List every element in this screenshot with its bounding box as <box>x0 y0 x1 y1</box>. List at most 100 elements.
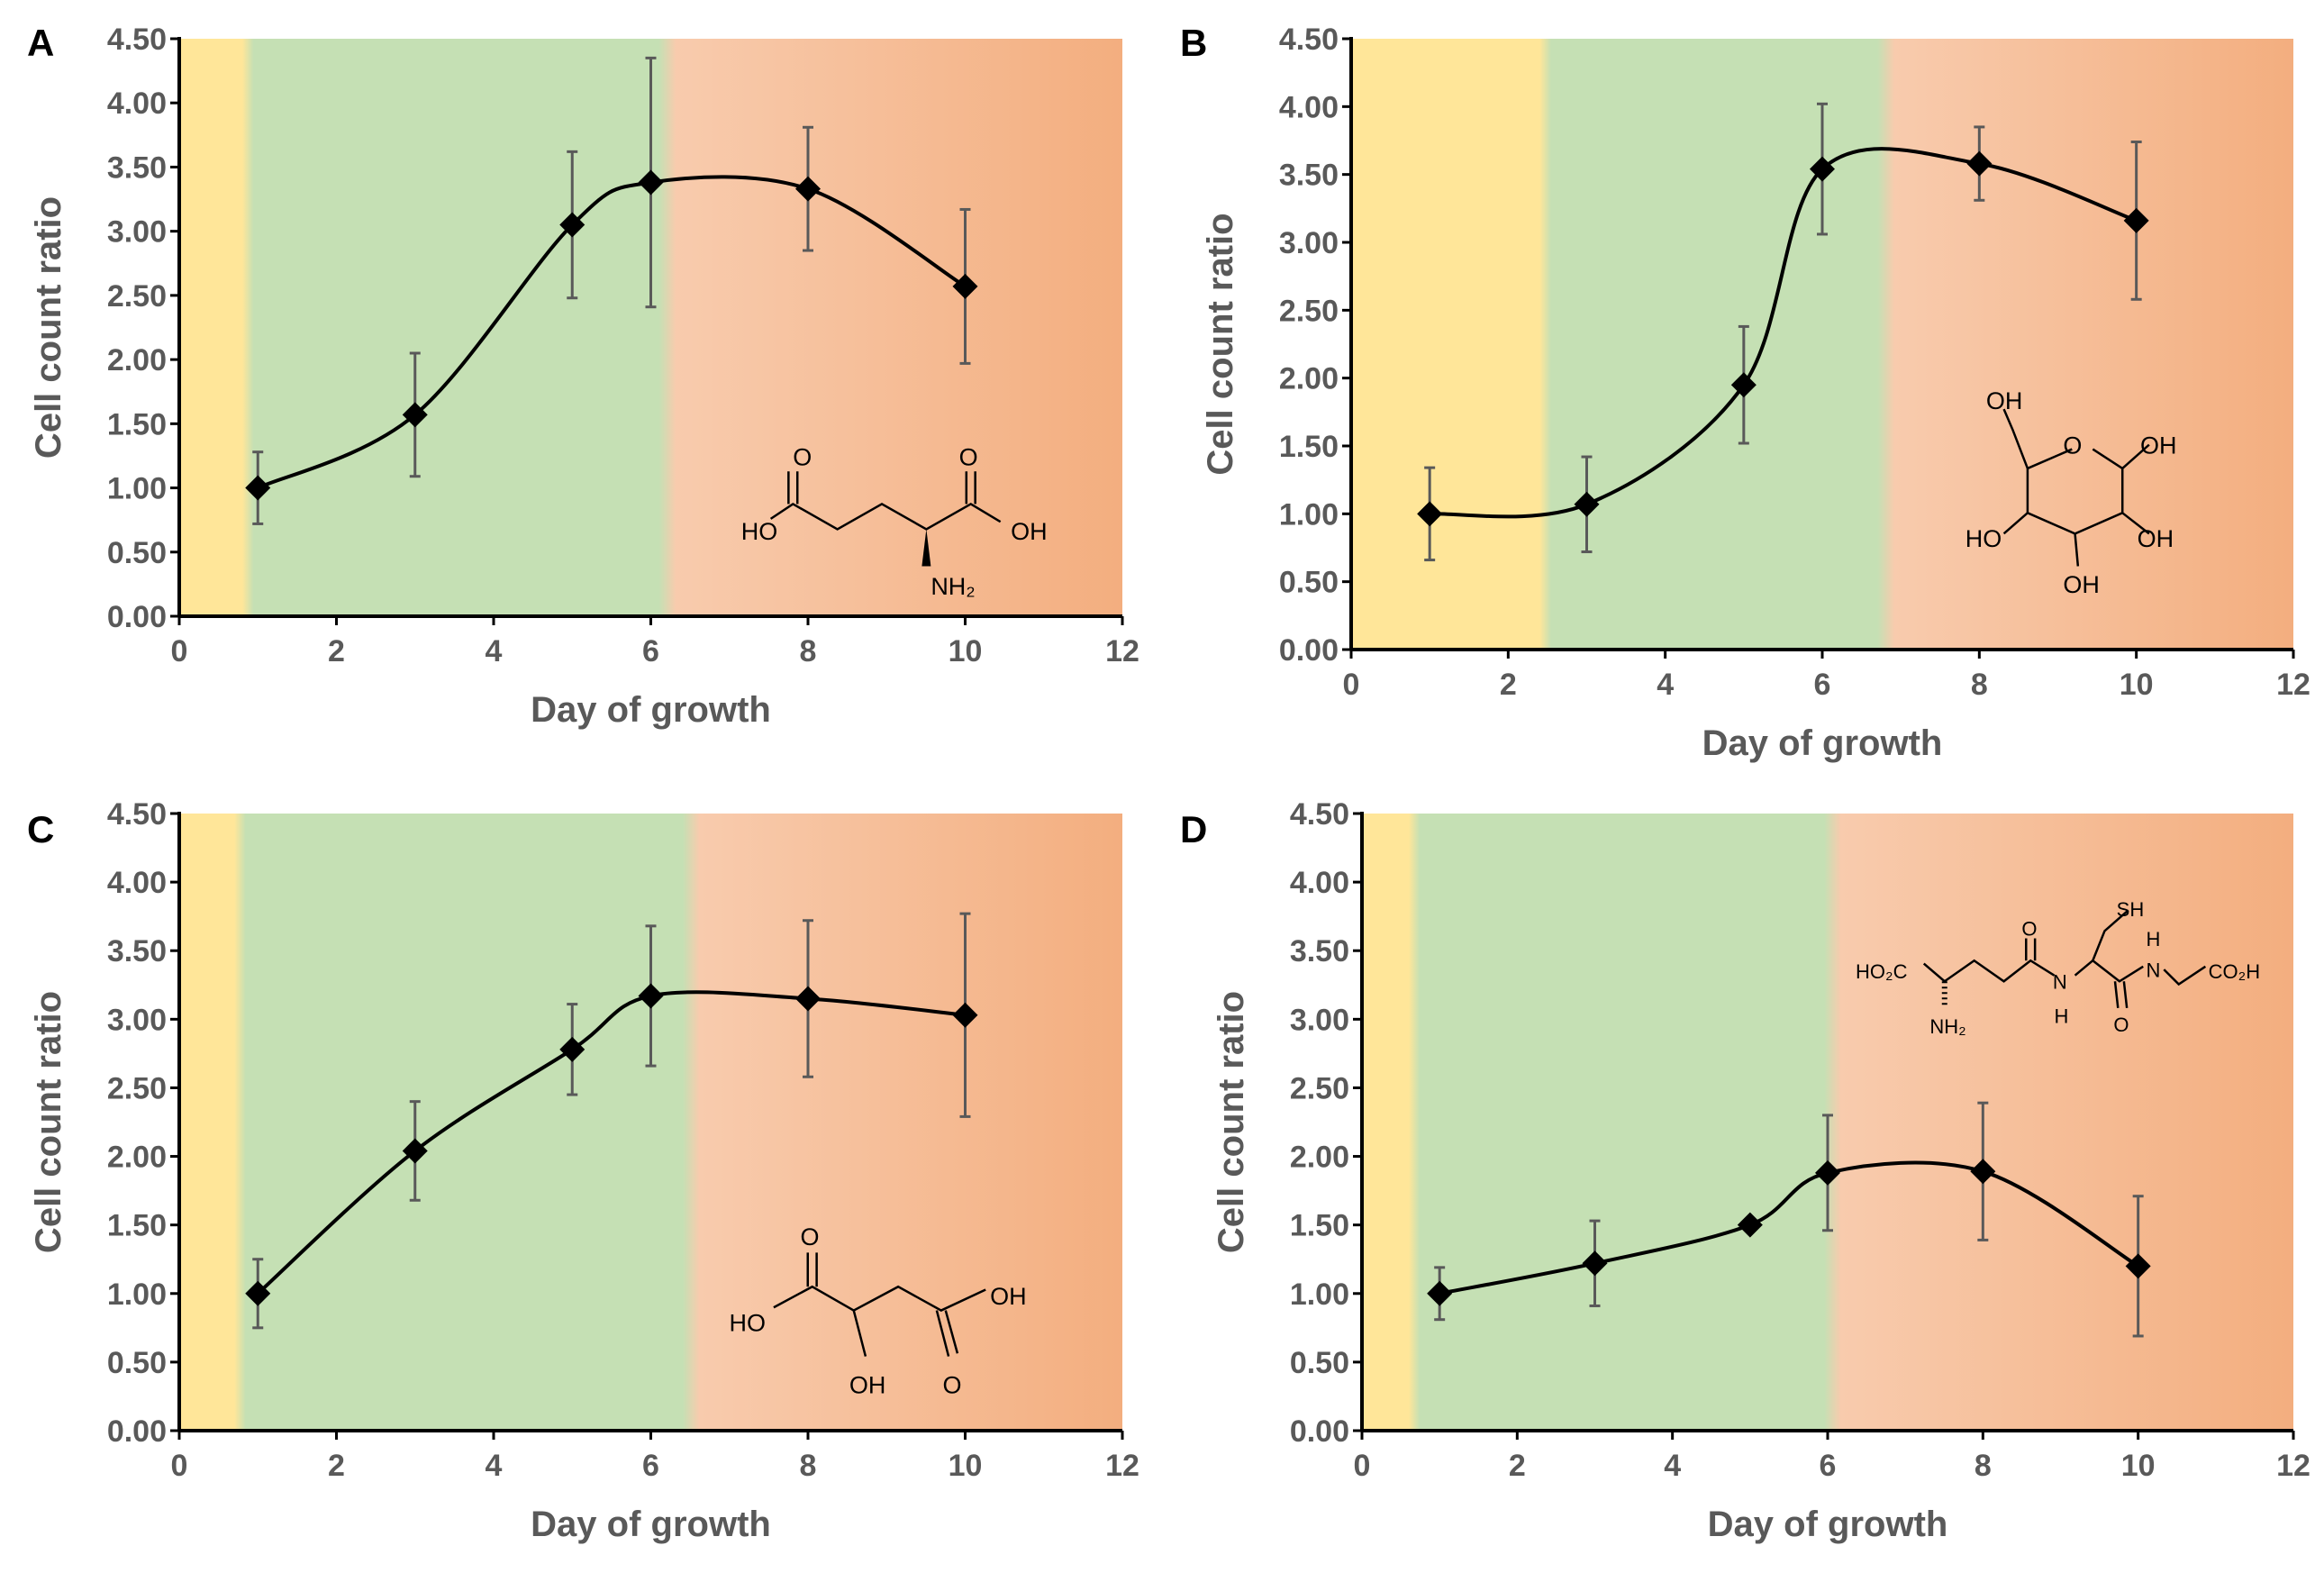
data-point <box>559 212 586 238</box>
y-tick-label: 1.50 <box>1279 430 1339 464</box>
molecule-structure: O O HO OH NH₂ <box>741 444 1048 600</box>
atom-label: O <box>942 1372 961 1399</box>
atom-label: OH <box>990 1283 1027 1310</box>
y-tick-label: 0.00 <box>1279 633 1339 668</box>
x-tick-label: 0 <box>1343 668 1360 702</box>
y-tick-label: 2.00 <box>107 1141 167 1175</box>
data-point <box>245 475 271 501</box>
bond <box>2002 408 2029 469</box>
atom-label: CO₂H <box>2209 960 2260 983</box>
y-tick-label: 4.00 <box>107 866 167 900</box>
y-tick-label: 3.50 <box>1279 159 1339 193</box>
y-tick-label: 2.50 <box>1279 294 1339 328</box>
y-tick-label: 3.00 <box>1279 226 1339 260</box>
x-axis-title: Day of growth <box>1702 723 1943 763</box>
atom-label: HO <box>741 518 778 545</box>
bond <box>2074 533 2080 567</box>
y-tick-label: 3.00 <box>1290 1003 1349 1037</box>
y-tick-label: 1.00 <box>107 1277 167 1312</box>
atom-label: O <box>793 444 812 471</box>
y-tick-label: 3.00 <box>107 1003 167 1037</box>
atom-label: NH₂ <box>1929 1015 1965 1038</box>
bond <box>2121 512 2150 535</box>
y-tick-label: 3.50 <box>1290 934 1349 968</box>
data-point <box>952 1002 978 1028</box>
x-axis-title: Day of growth <box>1708 1505 1948 1544</box>
y-tick-label: 0.00 <box>1290 1414 1349 1449</box>
atom-label: SH <box>2117 898 2145 921</box>
y-tick-label: 4.00 <box>1279 90 1339 124</box>
bond <box>2027 448 2073 470</box>
x-tick-label: 10 <box>2120 668 2154 702</box>
atom-label: O <box>959 444 978 471</box>
x-tick-label: 0 <box>1354 1449 1371 1483</box>
x-tick-label: 4 <box>1657 668 1674 702</box>
y-tick-label: 0.50 <box>1290 1346 1349 1380</box>
x-tick-label: 4 <box>486 634 503 668</box>
x-tick-label: 8 <box>800 1449 817 1483</box>
bond <box>769 502 1002 531</box>
data-point <box>1427 1280 1453 1306</box>
y-axis-title: Cell count ratio <box>29 991 68 1253</box>
x-tick-label: 4 <box>486 1449 503 1483</box>
y-tick-label: 4.50 <box>1290 797 1349 832</box>
data-point <box>2125 1253 2151 1279</box>
x-tick-label: 10 <box>949 634 983 668</box>
atom-label: HO₂C <box>1856 960 1908 983</box>
bond <box>2074 959 2144 983</box>
bond <box>773 1285 986 1312</box>
data-point <box>1737 1212 1763 1238</box>
y-tick-label: 3.00 <box>107 215 167 250</box>
x-tick-label: 12 <box>1105 634 1139 668</box>
data-point <box>638 983 664 1009</box>
atom-label: OH <box>849 1372 886 1399</box>
data-point <box>1730 372 1757 398</box>
y-tick-label: 4.50 <box>107 23 167 57</box>
data-point <box>2123 207 2149 233</box>
atom-label: NH₂ <box>931 573 975 600</box>
y-tick-label: 0.50 <box>107 536 167 570</box>
panel-letter: A <box>27 22 54 64</box>
y-tick-label: 1.00 <box>107 472 167 506</box>
data-point <box>1810 156 1835 182</box>
atom-label: N <box>2053 970 2067 993</box>
x-tick-label: 0 <box>171 634 188 668</box>
series-line <box>1439 1160 2139 1296</box>
x-tick-label: 2 <box>1500 668 1517 702</box>
y-tick-label: 2.50 <box>107 279 167 314</box>
y-tick-label: 1.50 <box>107 1209 167 1243</box>
y-tick-label: 2.50 <box>107 1071 167 1105</box>
x-tick-label: 6 <box>642 634 659 668</box>
data-point <box>1970 1159 1996 1185</box>
bond <box>935 1310 950 1357</box>
data-point <box>952 273 978 299</box>
data-point <box>795 176 821 202</box>
y-tick-label: 0.50 <box>107 1346 167 1380</box>
wedge-bond <box>921 529 931 567</box>
atom-label: HO <box>730 1310 767 1337</box>
y-tick-label: 4.00 <box>107 86 167 121</box>
x-tick-label: 2 <box>328 634 345 668</box>
y-axis-title: Cell count ratio <box>1212 991 1251 1253</box>
y-tick-label: 0.00 <box>107 1414 167 1449</box>
y-tick-label: 2.00 <box>1279 362 1339 396</box>
atom-label: O <box>2063 432 2082 459</box>
y-axis-title: Cell count ratio <box>1201 213 1240 475</box>
bond <box>2121 443 2150 469</box>
atom-label: O <box>801 1223 820 1250</box>
atom-label: HO <box>1965 525 2002 552</box>
atom-label: OH <box>1986 387 2023 414</box>
panel-C: 0.00 0.50 1.00 1.50 2.00 2.50 3.00 3.50 4.00 4.50… <box>27 797 1139 1544</box>
bond <box>2092 909 2129 961</box>
atom-label: OH <box>2140 432 2177 459</box>
series-line <box>256 990 966 1296</box>
y-tick-label: 0.00 <box>107 600 167 634</box>
panel-A: 0.00 0.50 1.00 1.50 2.00 2.50 3.00 3.50 4.00 4.50… <box>27 22 1139 730</box>
x-axis-title: Day of growth <box>531 1505 771 1544</box>
data-point <box>1966 150 1993 177</box>
x-tick-label: 6 <box>642 1449 659 1483</box>
x-tick-label: 8 <box>800 634 817 668</box>
